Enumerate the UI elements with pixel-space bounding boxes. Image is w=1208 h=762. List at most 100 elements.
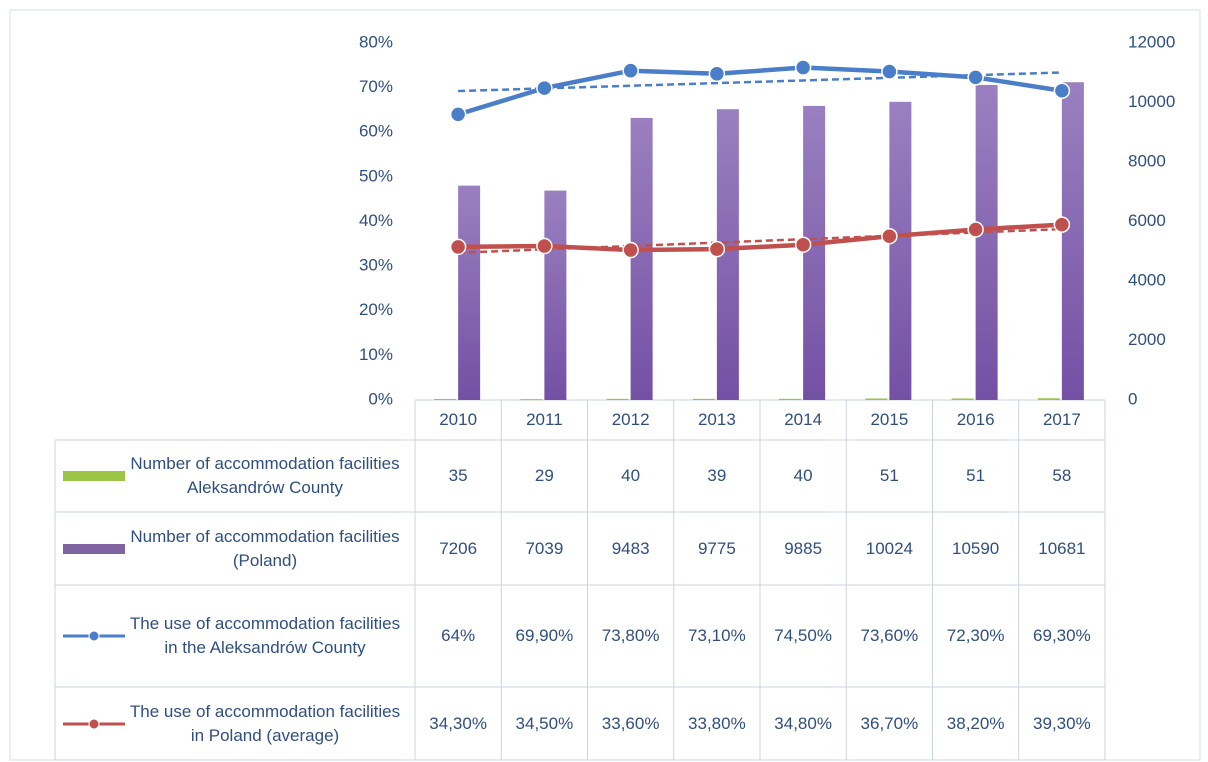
data-label: 40 (793, 466, 813, 485)
x-tick-label: 2014 (784, 410, 823, 429)
data-label: 39,30% (1033, 713, 1091, 733)
y2-tick-label: 8000 (1128, 151, 1166, 170)
bar (1061, 82, 1084, 401)
data-label: 29 (534, 466, 554, 485)
point (1053, 82, 1071, 99)
line (458, 222, 1063, 253)
x-tick-label: 2011 (526, 410, 563, 429)
legend-dot (88, 718, 100, 729)
data-label: 39 (707, 466, 727, 485)
trend-line (458, 71, 1062, 93)
legend-symbol (63, 471, 125, 481)
y-tick-label: 0% (368, 389, 393, 408)
point (449, 106, 467, 123)
point (449, 238, 467, 256)
y2-tick-label: 12000 (1128, 32, 1175, 51)
y2-tick-label: 2000 (1128, 330, 1166, 349)
x-tick-label: 2017 (1042, 410, 1081, 429)
data-label: 33,80% (688, 713, 746, 733)
bar (951, 398, 974, 400)
data-label: 69,90% (515, 626, 574, 645)
data-label: 35 (448, 466, 468, 485)
y-tick-label: 30% (359, 256, 393, 275)
data-label: 51 (879, 466, 899, 485)
legend-label: Number of accommodation facilities Aleks… (130, 454, 400, 497)
data-label: 10590 (951, 538, 1000, 558)
bar (889, 101, 912, 400)
data-label: 38,20% (946, 713, 1005, 733)
legend-entry: The use of accommodation facilities in P… (55, 687, 415, 760)
bar (975, 84, 998, 400)
point (708, 65, 726, 83)
legend-entry: Number of accommodation facilities (Pola… (55, 512, 415, 585)
line (457, 65, 1063, 117)
legend-dot (88, 630, 100, 642)
x-tick-label: 2013 (697, 410, 736, 429)
data-label: 9483 (611, 538, 650, 558)
point (967, 221, 984, 238)
point (536, 237, 553, 255)
y-tick-label: 60% (359, 122, 393, 141)
bar (716, 109, 739, 400)
legend-entry: The use of accommodation facilities in t… (55, 585, 415, 687)
legend-swatch (63, 543, 125, 554)
data-label: 10024 (865, 538, 914, 558)
legend-label: Number of accommodation facilities (Pola… (130, 526, 400, 570)
data-label: 9775 (697, 538, 736, 558)
point (794, 59, 812, 76)
data-label: 72,30% (946, 626, 1005, 645)
data-label: 34,30% (429, 713, 487, 733)
legend-symbol (63, 543, 125, 554)
data-label: 58 (1052, 466, 1072, 485)
data-label: 64% (441, 626, 476, 645)
point (1053, 216, 1071, 233)
point (536, 79, 553, 97)
point (881, 227, 898, 245)
data-label: 51 (966, 466, 986, 485)
bar (606, 398, 629, 400)
bar (520, 399, 543, 401)
bar (865, 398, 888, 400)
y-tick-label: 10% (359, 345, 393, 364)
y-tick-label: 80% (359, 32, 393, 51)
x-tick-label: 2015 (870, 410, 909, 429)
x-tick-label: 2012 (611, 410, 650, 429)
legend-swatch (63, 471, 125, 481)
data-label: 73,80% (601, 626, 660, 645)
data-label: 7039 (525, 538, 564, 558)
bar (458, 185, 481, 400)
data-label: 36,70% (860, 713, 919, 733)
data-label: 73,10% (688, 626, 746, 645)
x-tick-label: 2016 (956, 410, 995, 429)
bar (1037, 398, 1060, 400)
y2-tick-label: 0 (1128, 389, 1137, 408)
point (794, 236, 812, 253)
point (967, 69, 984, 86)
bar (779, 398, 802, 400)
data-label: 69,30% (1033, 626, 1091, 645)
bar (434, 398, 457, 400)
y-tick-label: 40% (359, 211, 393, 230)
x-tick-label: 2010 (439, 410, 478, 429)
point (881, 63, 898, 80)
data-label: 9885 (784, 538, 823, 558)
y-tick-label: 20% (359, 300, 393, 319)
bar (630, 117, 653, 401)
legend-label: The use of accommodation facilities in P… (129, 701, 401, 745)
point (622, 241, 639, 259)
y2-tick-label: 6000 (1128, 211, 1166, 230)
data-label: 34,50% (515, 713, 574, 733)
y2-tick-label: 4000 (1128, 270, 1166, 289)
y2-tick-label: 10000 (1128, 92, 1175, 111)
legend-label: The use of accommodation facilities in t… (129, 614, 401, 657)
data-label: 73,60% (860, 626, 919, 645)
data-label: 34,80% (774, 713, 832, 733)
legend-symbol (63, 718, 125, 729)
data-label: 33,60% (601, 713, 660, 733)
data-label: 40 (621, 466, 641, 485)
legend-symbol (63, 630, 125, 642)
bar (803, 105, 826, 400)
y-tick-label: 50% (359, 166, 393, 185)
